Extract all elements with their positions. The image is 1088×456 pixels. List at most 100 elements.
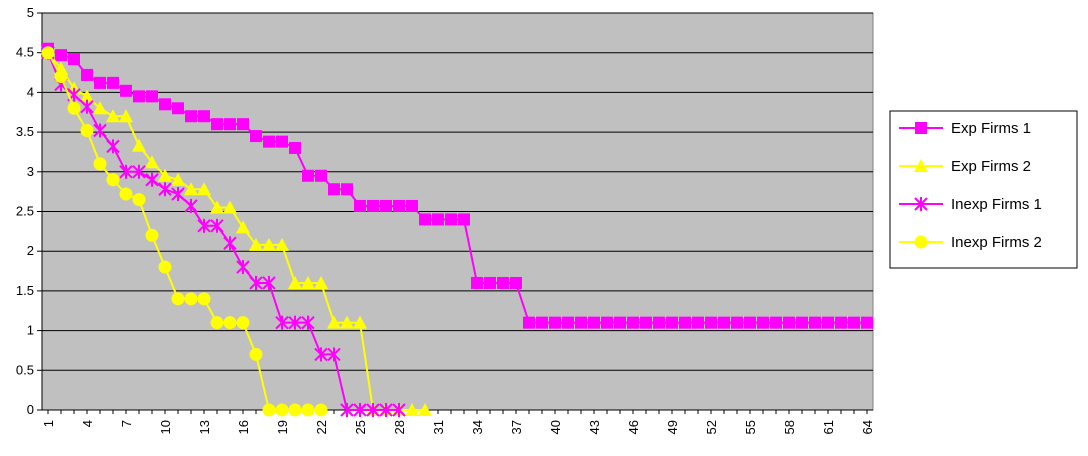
data-point [80,89,94,103]
x-tick-label: 58 [782,420,797,434]
x-tick-label: 19 [275,420,290,434]
data-point [80,124,94,138]
data-point [718,316,730,329]
data-point [705,316,717,329]
data-point [106,173,120,187]
data-point [744,316,756,329]
data-point [132,138,146,152]
data-point [666,316,678,329]
data-point [93,157,107,171]
data-point [328,183,340,196]
data-point [81,68,93,81]
x-tick-label: 22 [314,420,329,434]
data-point [914,235,928,249]
data-point [106,109,120,123]
data-point [276,135,288,148]
data-point [184,292,198,306]
data-point [197,218,211,233]
data-point [94,76,106,89]
data-point [301,403,315,417]
data-point [68,53,80,66]
legend-label: Inexp Firms 2 [951,234,1042,251]
data-point [249,347,263,361]
data-point [353,315,367,329]
legend-item: Inexp Firms 1 [899,196,1042,213]
data-point [796,316,808,329]
data-point [210,218,224,233]
x-tick-label: 52 [704,420,719,434]
data-point [314,275,328,289]
x-tick-label: 7 [119,420,134,427]
x-tick-label: 40 [548,420,563,434]
data-point [588,316,600,329]
data-point [250,130,262,143]
series-inexp-firms-2 [41,46,328,417]
data-point [289,141,301,154]
x-tick-label: 49 [665,420,680,434]
legend-item: Exp Firms 2 [899,158,1031,175]
y-tick-label: 4 [27,84,34,99]
x-tick-label: 10 [158,420,173,434]
data-point [132,193,146,207]
data-point [783,316,795,329]
data-point [93,101,107,115]
data-point [249,237,263,251]
data-point [653,316,665,329]
data-point [757,316,769,329]
data-point [549,316,561,329]
data-point [262,237,276,251]
y-tick-label: 4.5 [16,45,34,60]
x-tick-label: 46 [626,420,641,434]
data-point [392,403,406,417]
data-point [366,403,380,417]
series-layer [41,42,873,417]
data-point [835,316,847,329]
data-point [848,316,860,329]
data-point [145,172,159,187]
y-tick-label: 0.5 [16,362,34,377]
data-point [914,197,928,211]
data-point [314,347,328,362]
data-point [445,213,457,226]
y-tick-label: 5 [27,5,34,20]
data-point [67,101,81,115]
data-point [158,182,172,197]
legend-item: Exp Firms 1 [899,120,1031,137]
data-point [432,213,444,226]
data-point [262,403,276,417]
series-exp-firms-1 [42,42,873,329]
data-point [692,316,704,329]
x-tick-label: 1 [41,420,56,427]
data-point [288,315,302,330]
data-point [172,102,184,115]
data-point [197,292,211,306]
data-point [497,276,509,289]
y-axis: 0 0.5 1 1.5 2 2.5 3 3.5 4 4.5 5 [16,5,43,417]
data-point [822,316,834,329]
data-point [184,182,198,196]
legend-label: Exp Firms 2 [951,158,1031,175]
data-point [770,316,782,329]
data-point [158,260,172,274]
data-point [484,276,496,289]
data-point [354,199,366,212]
data-point [223,200,237,214]
data-point [627,316,639,329]
data-point [640,316,652,329]
x-tick-label: 55 [743,420,758,434]
data-point [158,168,172,182]
data-point [679,316,691,329]
data-point [340,403,354,417]
data-point [171,187,185,202]
data-point [418,403,432,416]
y-tick-label: 0 [27,402,34,417]
data-point [223,316,237,330]
data-point [380,199,392,212]
x-tick-label: 28 [392,420,407,434]
x-tick-label: 4 [80,420,95,427]
data-point [106,139,120,154]
data-point [341,183,353,196]
data-point [302,169,314,182]
data-point [262,275,276,290]
data-point [120,84,132,97]
